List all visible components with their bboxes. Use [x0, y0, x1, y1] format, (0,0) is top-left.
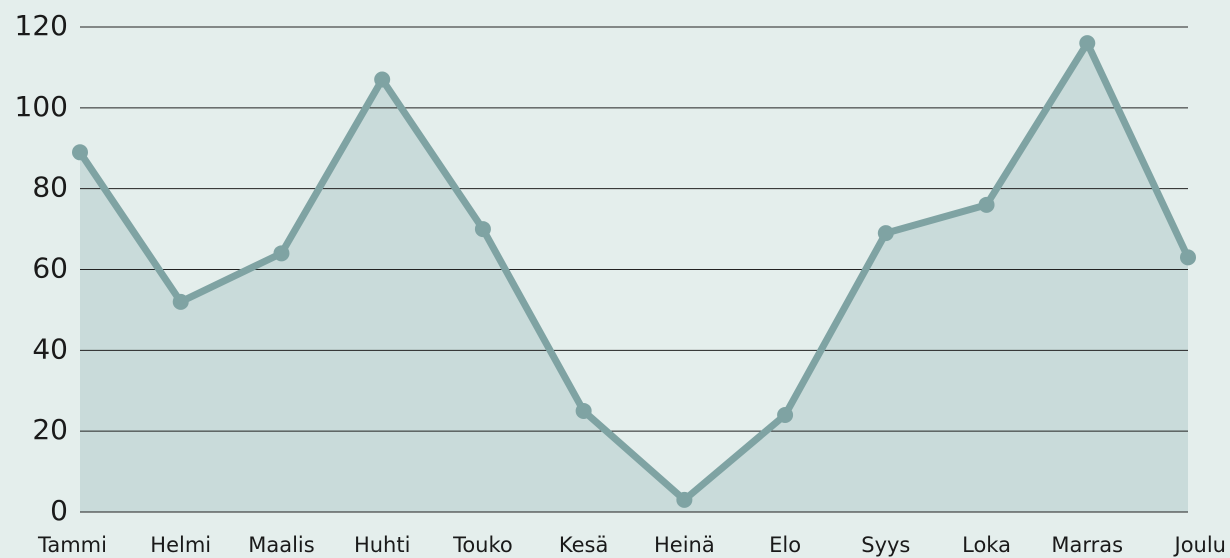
point: [72, 144, 88, 161]
x-tick-label: Syys: [861, 533, 910, 557]
point: [1180, 249, 1196, 266]
line: [77, 39, 1192, 504]
y-tick-label: 20: [32, 413, 68, 446]
x-tick-label: Marras: [1051, 533, 1123, 557]
x-tick-label: Huhti: [354, 533, 410, 557]
x-tick-label: Touko: [452, 533, 513, 557]
point: [172, 293, 189, 310]
y-tick-label: 40: [32, 332, 68, 365]
y-tick-label: 60: [32, 252, 68, 285]
point: [474, 221, 491, 238]
y-tick-label: 0: [50, 494, 68, 527]
point: [1079, 35, 1096, 52]
x-tick-label: Helmi: [150, 533, 211, 557]
x-tick-label: Elo: [769, 533, 801, 557]
x-tick-label: Heinä: [654, 533, 715, 557]
y-tick-label: 100: [15, 90, 68, 123]
point: [777, 407, 794, 423]
point: [575, 402, 592, 419]
point: [273, 245, 290, 262]
x-tick-label: Tammi: [37, 533, 107, 557]
x-tick-label: Maalis: [248, 533, 314, 557]
point: [978, 196, 995, 213]
x-tick-label: Joulu: [1173, 533, 1227, 557]
point: [676, 491, 693, 508]
area-fill: [80, 43, 1188, 513]
point: [374, 71, 391, 88]
x-tick-label: Kesä: [559, 533, 608, 557]
y-tick-label: 80: [32, 171, 68, 204]
x-tick-label: Loka: [962, 533, 1011, 557]
point: [877, 225, 894, 242]
y-tick-label: 120: [15, 9, 68, 42]
